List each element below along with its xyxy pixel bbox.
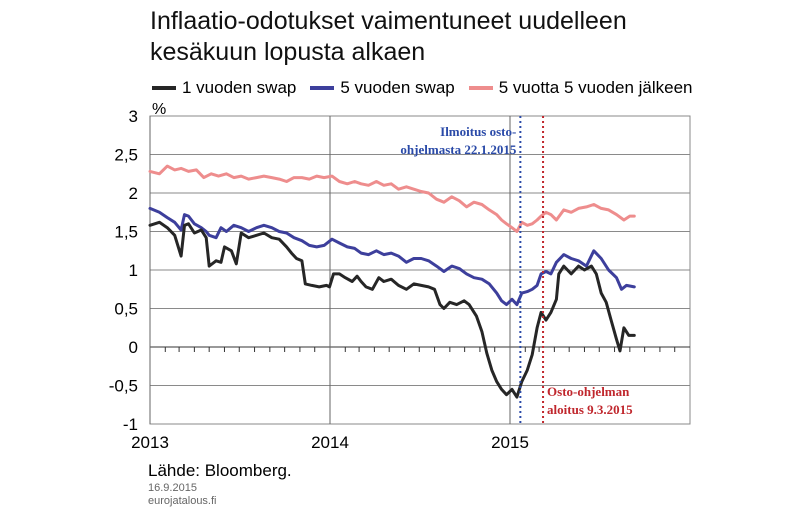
qe-announcement-label: Ilmoitus osto-ohjelmasta 22.1.2015 [400,124,516,157]
qe-announcement-label-line2: ohjelmasta 22.1.2015 [400,142,516,157]
qe-start-label-line1: Osto-ohjelman [547,384,630,399]
legend-item-1y-swap: 1 vuoden swap [152,78,296,98]
source-note: Lähde: Bloomberg. [148,461,292,480]
legend-item-5y5y: 5 vuotta 5 vuoden jälkeen [468,78,693,98]
y-tick-label: 3 [129,107,138,126]
qe-start-label: Osto-ohjelman aloitus 9.3.2015 [547,384,633,417]
x-tick-label: 2014 [311,433,349,452]
chart-title-line2: kesäkuun lopusta alkaen [150,38,426,66]
legend-swatch-5y5y [468,86,493,90]
x-tick-label: 2015 [491,433,529,452]
legend-item-5y-swap: 5 vuoden swap [310,78,455,98]
y-tick-label: -1 [123,415,138,434]
legend-swatch-5y-swap [310,86,335,90]
series-line-1y-swap [148,220,636,399]
series-line-5y5y [148,164,636,233]
site-name: eurojatalous.fi [148,495,217,507]
legend-swatch-1y-swap [152,86,176,90]
y-tick-label: 2 [129,184,138,203]
legend-label-1y-swap: 1 vuoden swap [182,78,297,97]
x-tick-label: 2013 [131,433,169,452]
qe-announcement-label-line1: Ilmoitus osto- [440,124,516,139]
legend-label-5y-swap: 5 vuoden swap [340,78,455,97]
y-tick-label: 0,5 [114,300,138,319]
chart-title-line1: Inflaatio-odotukset vaimentuneet uudelle… [150,7,627,35]
series-line-5y-swap [148,206,636,307]
y-axis-unit-label: % [152,101,166,118]
chart-title: Inflaatio-odotukset vaimentuneet uudelle… [150,6,770,68]
qe-start-label-line2: aloitus 9.3.2015 [547,402,633,417]
chart-legend: 1 vuoden swap 5 vuoden swap 5 vuotta 5 v… [152,77,707,99]
y-tick-label: 0 [129,338,138,357]
y-tick-label: 1,5 [114,223,138,242]
legend-label-5y5y: 5 vuotta 5 vuoden jälkeen [498,78,693,97]
publication-date: 16.9.2015 [148,482,197,494]
y-tick-label: 2,5 [114,146,138,165]
y-tick-label: -0,5 [109,377,138,396]
y-tick-label: 1 [129,261,138,280]
